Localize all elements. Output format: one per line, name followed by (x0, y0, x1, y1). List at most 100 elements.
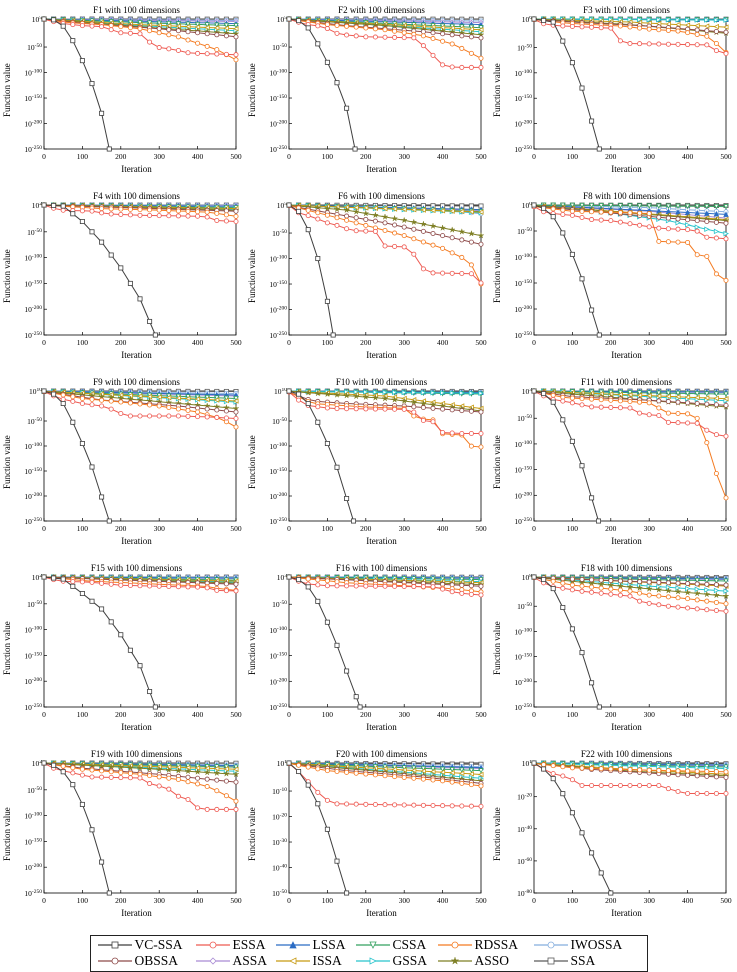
subplot-f18: F18 with 100 dimensions Function value 0 10… (491, 562, 736, 748)
svg-text:100: 100 (77, 710, 89, 719)
svg-text:200: 200 (115, 710, 127, 719)
subplot-f11: F11 with 100 dimensions Function value 0 10… (491, 376, 736, 562)
figure-grid: F1 with 100 dimensions Function value 0 100… (1, 0, 736, 934)
legend-label: VC-SSA (134, 937, 183, 952)
legend-item-issa: ISSA (275, 953, 355, 969)
y-axis-label: Function value (247, 435, 257, 489)
svg-text:500: 500 (720, 524, 732, 533)
svg-text:10-150: 10-150 (269, 94, 287, 103)
chart-legend: VC-SSA ESSA LSSA CSSA RDSSA IWOSSA OBSSA ASSA IS… (89, 935, 648, 972)
plot-canvas-f2: 0 100 200 300 400 500 105 10-50 10-100 10-150 10-2… (269, 16, 487, 161)
svg-text:300: 300 (154, 152, 166, 161)
subplot-f4: F4 with 100 dimensions Function value 0 100… (1, 190, 246, 376)
y-axis-label: Function value (247, 807, 257, 861)
svg-text:0: 0 (532, 896, 536, 905)
plot-canvas-f1: 0 100 200 300 400 500 105 10-50 10-100 10-150 10-2… (24, 16, 242, 161)
svg-text:300: 300 (644, 152, 656, 161)
svg-text:10-100: 10-100 (269, 69, 287, 78)
svg-text:0: 0 (42, 710, 46, 719)
svg-text:10-250: 10-250 (514, 703, 532, 712)
svg-text:10-50: 10-50 (517, 227, 532, 236)
svg-text:10-50: 10-50 (27, 417, 42, 426)
svg-text:103: 103 (522, 388, 533, 396)
legend-swatch-icon (437, 941, 472, 949)
x-axis-label: Iteration (121, 722, 152, 732)
subplot-title: F2 with 100 dimensions (338, 5, 425, 15)
svg-text:10-50: 10-50 (272, 889, 287, 898)
svg-text:200: 200 (115, 152, 127, 161)
svg-text:300: 300 (399, 896, 411, 905)
svg-text:108: 108 (522, 574, 533, 582)
svg-text:10-100: 10-100 (24, 626, 42, 635)
svg-text:105: 105 (277, 16, 288, 24)
plot-canvas-f16: 0 100 200 300 400 500 103 10-50 10-100 10-150 10-2… (269, 574, 487, 719)
svg-text:10-200: 10-200 (269, 492, 287, 501)
svg-text:300: 300 (644, 338, 656, 347)
svg-text:400: 400 (682, 524, 694, 533)
svg-text:300: 300 (399, 710, 411, 719)
svg-text:300: 300 (154, 710, 166, 719)
legend-item-obssa: OBSSA (97, 953, 195, 969)
svg-text:10-40: 10-40 (517, 825, 532, 834)
svg-text:10-200: 10-200 (514, 678, 532, 687)
subplot-title: F20 with 100 dimensions (335, 749, 428, 759)
svg-text:200: 200 (605, 524, 617, 533)
svg-text:400: 400 (682, 896, 694, 905)
svg-text:10-150: 10-150 (269, 280, 287, 289)
legend-swatch-icon (195, 941, 230, 949)
svg-text:10-50: 10-50 (517, 602, 532, 611)
svg-text:100: 100 (77, 896, 89, 905)
svg-text:101: 101 (277, 760, 288, 768)
y-axis-label: Function value (247, 621, 257, 675)
subplot-f15: F15 with 100 dimensions Function value 0 10… (1, 562, 246, 748)
legend-item-asso: ASSO (437, 953, 533, 969)
svg-text:10-50: 10-50 (27, 43, 42, 52)
x-axis-label: Iteration (611, 722, 642, 732)
legend-label: CSSA (392, 937, 427, 952)
svg-text:0: 0 (532, 710, 536, 719)
svg-text:100: 100 (322, 524, 334, 533)
svg-text:10-250: 10-250 (24, 145, 42, 154)
svg-text:400: 400 (192, 152, 204, 161)
svg-text:0: 0 (42, 524, 46, 533)
svg-text:300: 300 (399, 524, 411, 533)
svg-text:300: 300 (154, 338, 166, 347)
svg-text:0: 0 (532, 338, 536, 347)
y-axis-label: Function value (492, 63, 502, 117)
svg-text:200: 200 (115, 896, 127, 905)
svg-text:10-250: 10-250 (514, 331, 532, 340)
svg-text:100: 100 (77, 524, 89, 533)
svg-text:500: 500 (475, 710, 487, 719)
svg-text:300: 300 (399, 152, 411, 161)
plot-canvas-f3: 0 100 200 300 400 500 106 10-50 10-100 10-150 10-2… (514, 16, 732, 161)
subplot-title: F4 with 100 dimensions (93, 191, 180, 201)
subplot-f1: F1 with 100 dimensions Function value 0 100… (1, 4, 246, 190)
svg-text:10-100: 10-100 (269, 442, 287, 451)
legend-label: GSSA (392, 953, 428, 968)
legend-label: ISSA (312, 953, 342, 968)
svg-text:0: 0 (532, 524, 536, 533)
y-axis-label: Function value (2, 621, 12, 675)
legend-label: IWOSSA (570, 937, 623, 952)
x-axis-label: Iteration (611, 164, 642, 174)
svg-text:10-40: 10-40 (272, 864, 287, 873)
svg-text:10-250: 10-250 (24, 331, 42, 340)
svg-text:300: 300 (399, 338, 411, 347)
x-axis-label: Iteration (121, 350, 152, 360)
plot-canvas-f8: 0 100 200 300 400 500 100 10-50 10-100 10-150 10-2… (514, 202, 732, 347)
subplot-title: F10 with 100 dimensions (335, 377, 428, 387)
subplot-title: F3 with 100 dimensions (583, 5, 670, 15)
y-axis-label: Function value (2, 435, 12, 489)
svg-text:200: 200 (115, 524, 127, 533)
svg-text:500: 500 (475, 896, 487, 905)
svg-text:10-50: 10-50 (27, 228, 42, 237)
svg-text:105: 105 (277, 202, 288, 210)
svg-text:10-250: 10-250 (514, 145, 532, 154)
legend-label: SSA (570, 953, 596, 968)
svg-text:10-150: 10-150 (269, 467, 287, 476)
svg-text:10-80: 10-80 (517, 889, 532, 898)
svg-text:10-150: 10-150 (514, 94, 532, 103)
svg-text:10-100: 10-100 (24, 812, 42, 821)
svg-text:500: 500 (230, 524, 242, 533)
legend-swatch-icon (97, 957, 132, 965)
